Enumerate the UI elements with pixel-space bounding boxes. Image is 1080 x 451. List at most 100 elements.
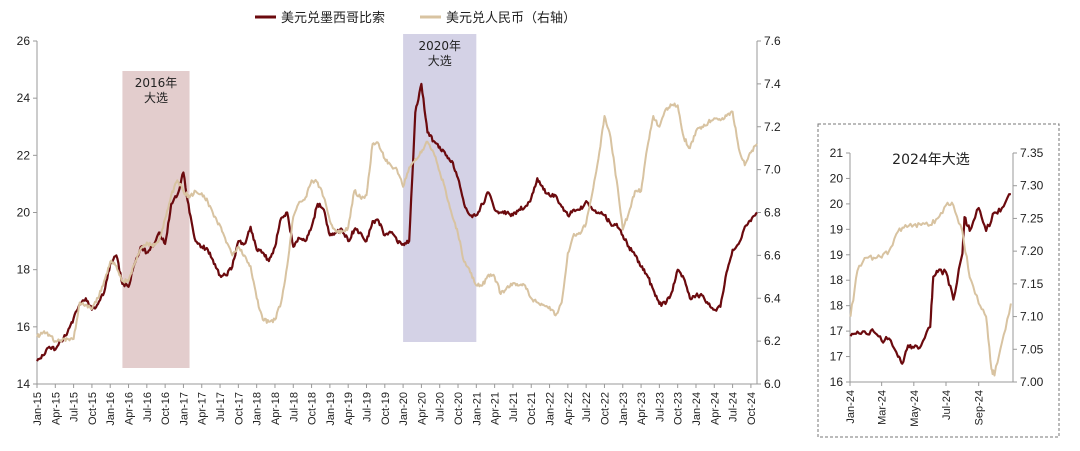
- y-right-tick-label: 7.20: [1020, 244, 1044, 258]
- series-line-cny: [36, 102, 758, 343]
- y-left-tick-label: 20: [17, 206, 31, 220]
- legend-label-mxn: 美元兑墨西哥比索: [281, 11, 385, 26]
- x-tick-label: Apr-18: [270, 392, 282, 425]
- x-tick-label: Apr-21: [490, 392, 502, 425]
- legend-label-cny: 美元兑人民币（右轴）: [446, 11, 576, 26]
- y-left-tick-label: 26: [17, 34, 31, 48]
- y-right-tick-label: 6.6: [764, 248, 781, 262]
- x-tick-label: Jul-20: [435, 392, 447, 422]
- x-tick-label: Oct-24: [746, 392, 758, 425]
- x-tick-label: Jul-18: [288, 392, 300, 422]
- inset-axes: 16 17 17 18 18 19 19 20 20 21 7.00 7.05 7.10 7.15 7.20…: [830, 146, 1044, 427]
- y-left-tick-label: 16: [17, 320, 31, 334]
- x-tick-label: Oct-19: [380, 392, 392, 425]
- x-tick-label: Jan-18: [252, 392, 264, 426]
- x-tick-label: Oct-15: [87, 392, 99, 425]
- x-tick-label: Oct-16: [160, 392, 172, 425]
- election-annotation-text: 2020年: [418, 39, 461, 53]
- y-right-tick-label: 7.4: [764, 77, 781, 91]
- series-line-mxn: [849, 193, 1011, 365]
- y-right-tick-label: 6.4: [764, 291, 781, 305]
- x-tick-label: Jul-24: [728, 392, 740, 422]
- x-tick-label: Oct-21: [526, 392, 538, 425]
- x-tick-label: Jan-19: [325, 392, 337, 426]
- x-tick-label: Apr-22: [563, 392, 575, 425]
- y-left-tick-label: 19: [830, 222, 844, 236]
- x-tick-label: Apr-20: [416, 392, 428, 425]
- inset-chart: 2024年大选 16 17 17 18 18 19 19 20 20 21 7.00 7.05 7.10…: [817, 123, 1060, 438]
- y-right-tick-label: 7.05: [1020, 342, 1044, 356]
- election-band-2020: [403, 34, 477, 342]
- x-tick-label: Jul-19: [361, 392, 373, 422]
- x-tick-label: May-24: [909, 390, 921, 427]
- series-line-mxn: [36, 82, 758, 362]
- election-annotation-text: 大选: [428, 54, 452, 68]
- x-tick-label: Jul-24: [941, 390, 953, 420]
- y-left-tick-label: 19: [830, 248, 844, 262]
- election-bands: [122, 34, 477, 368]
- x-tick-label: Jan-22: [545, 392, 557, 426]
- y-right-tick-label: 7.6: [764, 34, 781, 48]
- x-tick-label: Sep-24: [974, 390, 986, 425]
- y-left-tick-label: 18: [830, 273, 844, 287]
- y-right-tick-label: 7.15: [1020, 277, 1044, 291]
- legend: 美元兑墨西哥比索 美元兑人民币（右轴）: [255, 11, 576, 26]
- x-tick-label: Oct-18: [307, 392, 319, 425]
- y-right-tick-label: 7.00: [1020, 375, 1044, 389]
- y-right-tick-label: 7.10: [1020, 310, 1044, 324]
- y-left-tick-label: 18: [830, 299, 844, 313]
- main-chart: 14 16 18 20 22 24 26 6.0 6.2 6.4 6.6 6.8 7.0 7.2 7.4 7.…: [17, 34, 781, 426]
- x-tick-label: Oct-20: [453, 392, 465, 425]
- y-right-tick-label: 7.2: [764, 120, 781, 134]
- y-left-tick-label: 17: [830, 324, 844, 338]
- x-tick-label: Jul-21: [508, 392, 520, 422]
- x-tick-label: Apr-19: [343, 392, 355, 425]
- main-series: [36, 82, 758, 362]
- x-tick-label: Apr-15: [50, 392, 62, 425]
- x-tick-label: Jan-15: [32, 392, 44, 426]
- election-band-2016: [122, 71, 190, 368]
- y-left-tick-label: 18: [17, 263, 31, 277]
- x-tick-label: Jul-16: [142, 392, 154, 422]
- x-tick-label: Jan-23: [618, 392, 630, 426]
- x-tick-label: Apr-24: [709, 392, 721, 425]
- x-tick-label: Oct-17: [233, 392, 245, 425]
- x-tick-label: Jan-16: [105, 392, 117, 426]
- y-left-tick-label: 20: [830, 197, 844, 211]
- y-right-tick-label: 6.8: [764, 206, 781, 220]
- x-tick-label: Jan-24: [691, 392, 703, 426]
- y-left-tick-label: 20: [830, 171, 844, 185]
- x-tick-label: Jul-23: [654, 392, 666, 422]
- x-tick-label: Jul-22: [581, 392, 593, 422]
- election-annotation-text: 2016年: [135, 76, 178, 90]
- x-tick-label: Jul-15: [69, 392, 81, 422]
- y-left-tick-label: 14: [17, 377, 31, 391]
- y-right-tick-label: 6.0: [764, 377, 781, 391]
- y-right-tick-label: 7.30: [1020, 179, 1044, 193]
- y-left-tick-label: 21: [830, 146, 844, 160]
- x-tick-label: Jan-20: [398, 392, 410, 426]
- y-left-tick-label: 24: [17, 91, 31, 105]
- series-line-cny: [849, 201, 1012, 377]
- x-tick-label: Apr-23: [636, 392, 648, 425]
- x-tick-label: Apr-16: [124, 392, 136, 425]
- y-left-tick-label: 16: [830, 375, 844, 389]
- inset-frame: [817, 123, 1060, 438]
- inset-series: [849, 193, 1012, 377]
- x-tick-label: Jan-21: [471, 392, 483, 426]
- x-tick-label: Jan-17: [178, 392, 190, 426]
- x-tick-label: Mar-24: [877, 390, 889, 425]
- main-axes: 14 16 18 20 22 24 26 6.0 6.2 6.4 6.6 6.8 7.0 7.2 7.4 7.…: [17, 34, 781, 426]
- x-tick-label: Oct-22: [599, 392, 611, 425]
- inset-title: 2024年大选: [892, 152, 970, 168]
- y-right-tick-label: 7.0: [764, 163, 781, 177]
- x-tick-label: Jul-17: [215, 392, 227, 422]
- x-tick-label: Apr-17: [197, 392, 209, 425]
- y-right-tick-label: 6.2: [764, 334, 781, 348]
- y-right-tick-label: 7.35: [1020, 146, 1044, 160]
- y-right-tick-label: 7.25: [1020, 211, 1044, 225]
- y-left-tick-label: 17: [830, 350, 844, 364]
- x-tick-label: Oct-23: [673, 392, 685, 425]
